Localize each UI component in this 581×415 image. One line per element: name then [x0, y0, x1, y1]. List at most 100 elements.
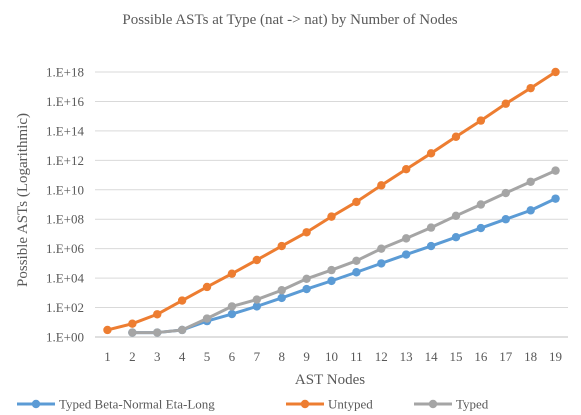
data-point: [252, 302, 262, 311]
data-point: [302, 284, 311, 294]
x-tick-label: 15: [449, 349, 462, 364]
data-point: [128, 319, 137, 328]
x-axis-tick-labels: 1 2 3 4 5 6 7 8 9 10 11 12 13 14 15 16 17 18 19: [104, 349, 562, 364]
x-tick-label: 1: [104, 349, 111, 364]
data-point: [377, 181, 386, 190]
data-point: [476, 200, 486, 209]
data-point: [352, 256, 361, 265]
data-point: [451, 132, 461, 141]
x-tick-label: 18: [524, 349, 537, 364]
data-point: [451, 233, 461, 242]
data-point: [202, 314, 212, 323]
series-line: [130, 169, 558, 335]
x-tick-label: 14: [425, 349, 439, 364]
data-point: [501, 215, 510, 224]
data-point: [426, 149, 436, 158]
data-point: [177, 296, 187, 305]
data-point: [103, 325, 112, 335]
gridlines: [95, 71, 568, 309]
data-point: [352, 197, 361, 207]
legend-item: Untyped: [286, 397, 373, 412]
x-tick-label: 13: [400, 349, 413, 364]
legend-label: Typed Beta-Normal Eta-Long: [59, 397, 215, 412]
chart-title: Possible ASTs at Type (nat -> nat) by Nu…: [122, 12, 457, 28]
data-point: [327, 265, 336, 275]
data-point: [302, 274, 311, 283]
x-tick-label: 11: [350, 349, 363, 364]
data-point: [377, 259, 386, 268]
y-tick-label: 1.E+02: [46, 300, 84, 315]
x-tick-label: 4: [179, 349, 186, 364]
legend-label: Typed: [456, 397, 489, 412]
data-point: [551, 194, 560, 203]
y-tick-label: 1.E+18: [46, 65, 84, 80]
data-point: [551, 166, 560, 175]
data-point: [526, 83, 535, 93]
y-axis-tick-labels: 1.E+00 1.E+02 1.E+04 1.E+06 1.E+08 1.E+10 1.E+…: [46, 65, 85, 345]
data-point: [227, 269, 237, 278]
data-point: [426, 223, 436, 232]
data-point: [401, 164, 411, 174]
data-point: [476, 223, 486, 233]
data-point: [401, 250, 411, 259]
y-tick-label: 1.E+08: [46, 212, 84, 227]
data-point: [153, 310, 162, 319]
data-point: [302, 228, 311, 237]
x-tick-label: 5: [204, 349, 211, 364]
y-tick-label: 1.E+10: [46, 182, 84, 197]
y-tick-label: 1.E+14: [46, 123, 85, 138]
x-tick-label: 8: [278, 349, 285, 364]
x-tick-label: 19: [549, 349, 562, 364]
x-tick-label: 12: [375, 349, 388, 364]
data-point: [277, 286, 286, 295]
data-point: [327, 212, 336, 221]
legend-label: Untyped: [328, 397, 373, 412]
data-point: [501, 188, 510, 198]
y-axis-title: Possible ASTs (Logarithmic): [15, 113, 31, 287]
data-point: [526, 206, 535, 215]
data-point: [501, 99, 510, 108]
x-tick-label: 16: [474, 349, 488, 364]
data-point: [401, 234, 411, 243]
x-tick-label: 6: [229, 349, 236, 364]
y-tick-label: 1.E+16: [46, 94, 85, 109]
data-point: [277, 241, 286, 251]
x-tick-label: 7: [254, 349, 261, 364]
series-untyped: [103, 67, 560, 335]
data-point: [202, 282, 212, 292]
data-point: [327, 276, 336, 286]
data-point: [227, 309, 237, 319]
series-lines: [103, 67, 560, 337]
series-typed: [128, 166, 560, 337]
data-point: [153, 328, 162, 337]
y-tick-label: 1.E+04: [46, 271, 85, 286]
data-point: [227, 302, 237, 311]
data-point: [128, 328, 137, 337]
legend-swatch-marker: [428, 399, 438, 409]
legend-swatch-marker: [300, 399, 310, 409]
x-tick-label: 3: [154, 349, 161, 364]
legend: Typed Beta-Normal Eta-Long Untyped Typed: [17, 397, 489, 412]
data-point: [526, 177, 535, 186]
data-point: [377, 244, 386, 253]
data-point: [352, 268, 361, 277]
series-line: [130, 197, 558, 335]
data-point: [177, 325, 187, 335]
y-tick-label: 1.E+00: [46, 330, 84, 345]
data-point: [252, 255, 262, 265]
data-point: [476, 116, 486, 125]
x-tick-label: 2: [129, 349, 136, 364]
data-point: [551, 67, 560, 77]
legend-item: Typed Beta-Normal Eta-Long: [17, 397, 215, 412]
data-point: [451, 211, 461, 221]
legend-swatch-marker: [31, 399, 41, 409]
data-point: [252, 295, 262, 304]
x-tick-label: 10: [325, 349, 338, 364]
legend-item: Typed: [414, 397, 489, 412]
data-point: [277, 293, 286, 303]
x-tick-label: 9: [303, 349, 310, 364]
y-tick-label: 1.E+06: [46, 241, 85, 256]
y-tick-label: 1.E+12: [46, 153, 84, 168]
